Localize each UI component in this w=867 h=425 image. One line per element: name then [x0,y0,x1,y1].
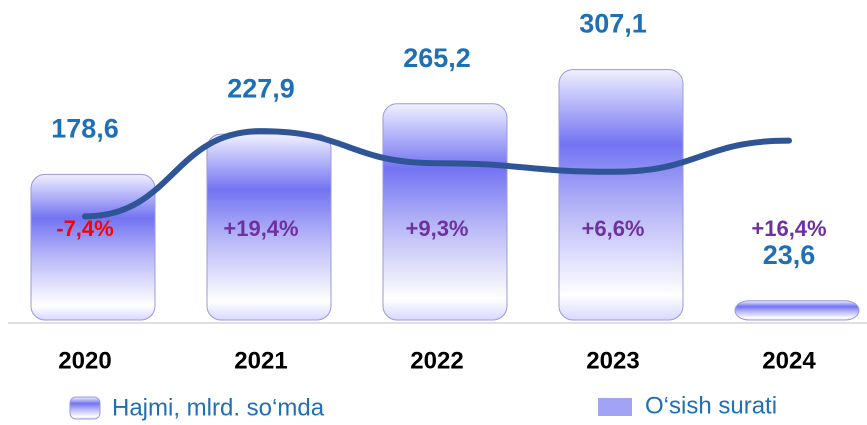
growth-label: +9,3% [406,216,469,241]
bar [734,300,860,321]
bar [30,173,156,321]
bar-value-label: 23,6 [763,240,816,270]
x-tick-label: 2023 [586,347,639,374]
growth-label: -7,4% [56,216,113,241]
bar [558,69,684,321]
x-tick-label: 2024 [762,347,816,374]
bar-value-label: 227,9 [227,73,295,103]
legend-label: Hajmi, mlrd. so‘mda [112,394,325,421]
bar-value-label: 265,2 [403,43,471,73]
legend-swatch [598,398,632,416]
growth-label: +16,4% [751,216,826,241]
growth-label: +6,6% [582,216,645,241]
legend-label: O‘sish surati [645,392,777,419]
growth-line [82,128,792,220]
x-tick-label: 2022 [410,347,463,374]
x-tick-label: 2020 [58,347,111,374]
x-tick-label: 2021 [234,347,287,374]
bar-value-label: 178,6 [51,113,119,143]
bar-value-label: 307,1 [579,9,647,39]
legend-swatch [69,396,101,420]
bar [382,103,508,321]
growth-label: +19,4% [223,216,298,241]
